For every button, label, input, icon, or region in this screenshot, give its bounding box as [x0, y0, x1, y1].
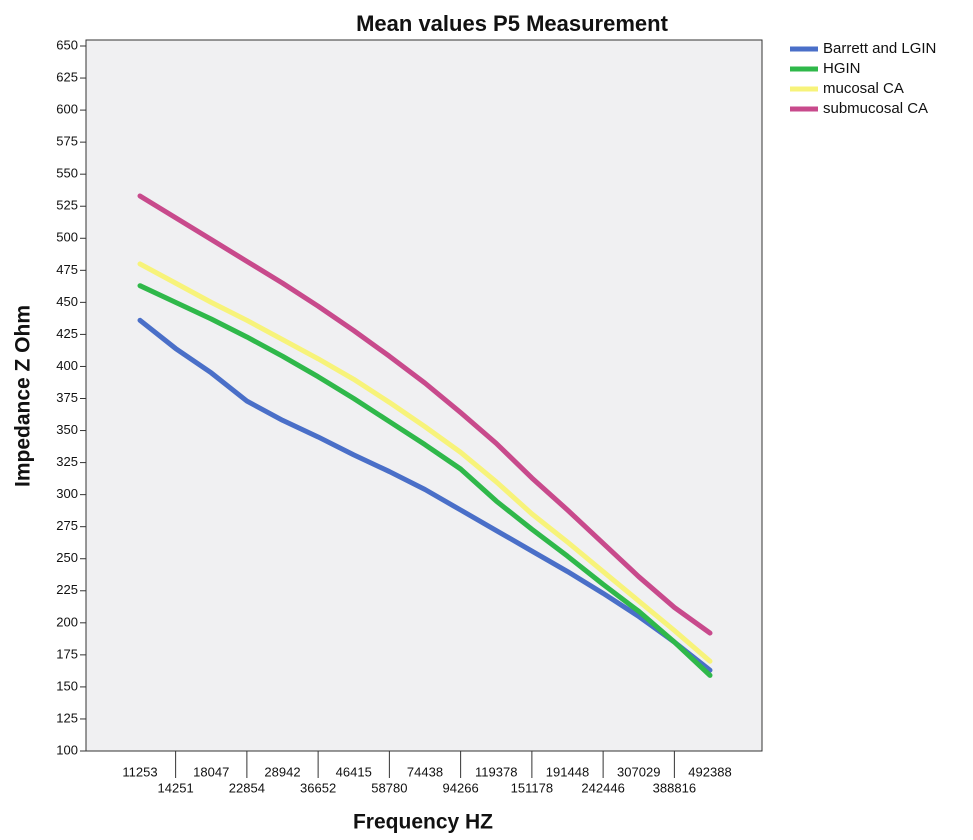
- chart-title: Mean values P5 Measurement: [356, 11, 668, 36]
- y-tick-label: 150: [56, 678, 78, 693]
- y-tick-label: 650: [56, 37, 78, 52]
- legend-label: Barrett and LGIN: [823, 40, 936, 57]
- x-tick-label: 94266: [443, 780, 479, 795]
- y-tick-label: 200: [56, 614, 78, 629]
- x-tick-label: 22854: [229, 780, 265, 795]
- y-tick-label: 425: [56, 326, 78, 341]
- y-tick-label: 225: [56, 582, 78, 597]
- y-tick-label: 475: [56, 262, 78, 277]
- x-tick-label: 191448: [546, 764, 589, 779]
- x-tick-label: 46415: [336, 764, 372, 779]
- y-axis-label: Impedance Z Ohm: [12, 305, 35, 487]
- x-tick-label: 307029: [617, 764, 660, 779]
- y-tick-label: 600: [56, 102, 78, 117]
- x-tick-label: 14251: [158, 780, 194, 795]
- x-tick-label: 74438: [407, 764, 443, 779]
- legend-label: submucosal CA: [823, 100, 928, 117]
- x-tick-label: 58780: [371, 780, 407, 795]
- line-series: [137, 261, 713, 664]
- y-tick-label: 500: [56, 230, 78, 245]
- y-tick-label: 625: [56, 69, 78, 84]
- x-tick-label: 388816: [653, 780, 696, 795]
- y-tick-label: 550: [56, 166, 78, 181]
- x-tick-label: 492388: [688, 764, 731, 779]
- y-tick-label: 400: [56, 358, 78, 373]
- y-tick-label: 175: [56, 646, 78, 661]
- x-tick-label: 36652: [300, 780, 336, 795]
- x-tick-label: 242446: [581, 780, 624, 795]
- x-tick-label: 28942: [264, 764, 300, 779]
- line-series: [137, 317, 713, 673]
- x-tick-label: 119378: [475, 764, 517, 779]
- legend-label: HGIN: [823, 60, 861, 77]
- y-tick-label: 375: [56, 390, 78, 405]
- y-tick-label: 300: [56, 486, 78, 501]
- y-tick-label: 275: [56, 518, 78, 533]
- y-tick-label: 450: [56, 294, 78, 309]
- y-tick-label: 525: [56, 198, 78, 213]
- x-axis-label: Frequency HZ: [353, 811, 493, 834]
- y-tick-label: 100: [56, 742, 78, 757]
- legend-label: mucosal CA: [823, 80, 904, 97]
- y-tick-label: 250: [56, 550, 78, 565]
- y-tick-label: 350: [56, 422, 78, 437]
- y-tick-label: 125: [56, 710, 78, 725]
- plot-area: [85, 39, 763, 752]
- y-tick-label: 325: [56, 454, 78, 469]
- x-tick-label: 151178: [511, 780, 553, 795]
- line-series: [137, 193, 713, 636]
- line-series: [137, 283, 713, 678]
- y-tick-label: 575: [56, 134, 78, 149]
- x-tick-label: 18047: [193, 764, 229, 779]
- x-tick-label: 11253: [122, 764, 157, 779]
